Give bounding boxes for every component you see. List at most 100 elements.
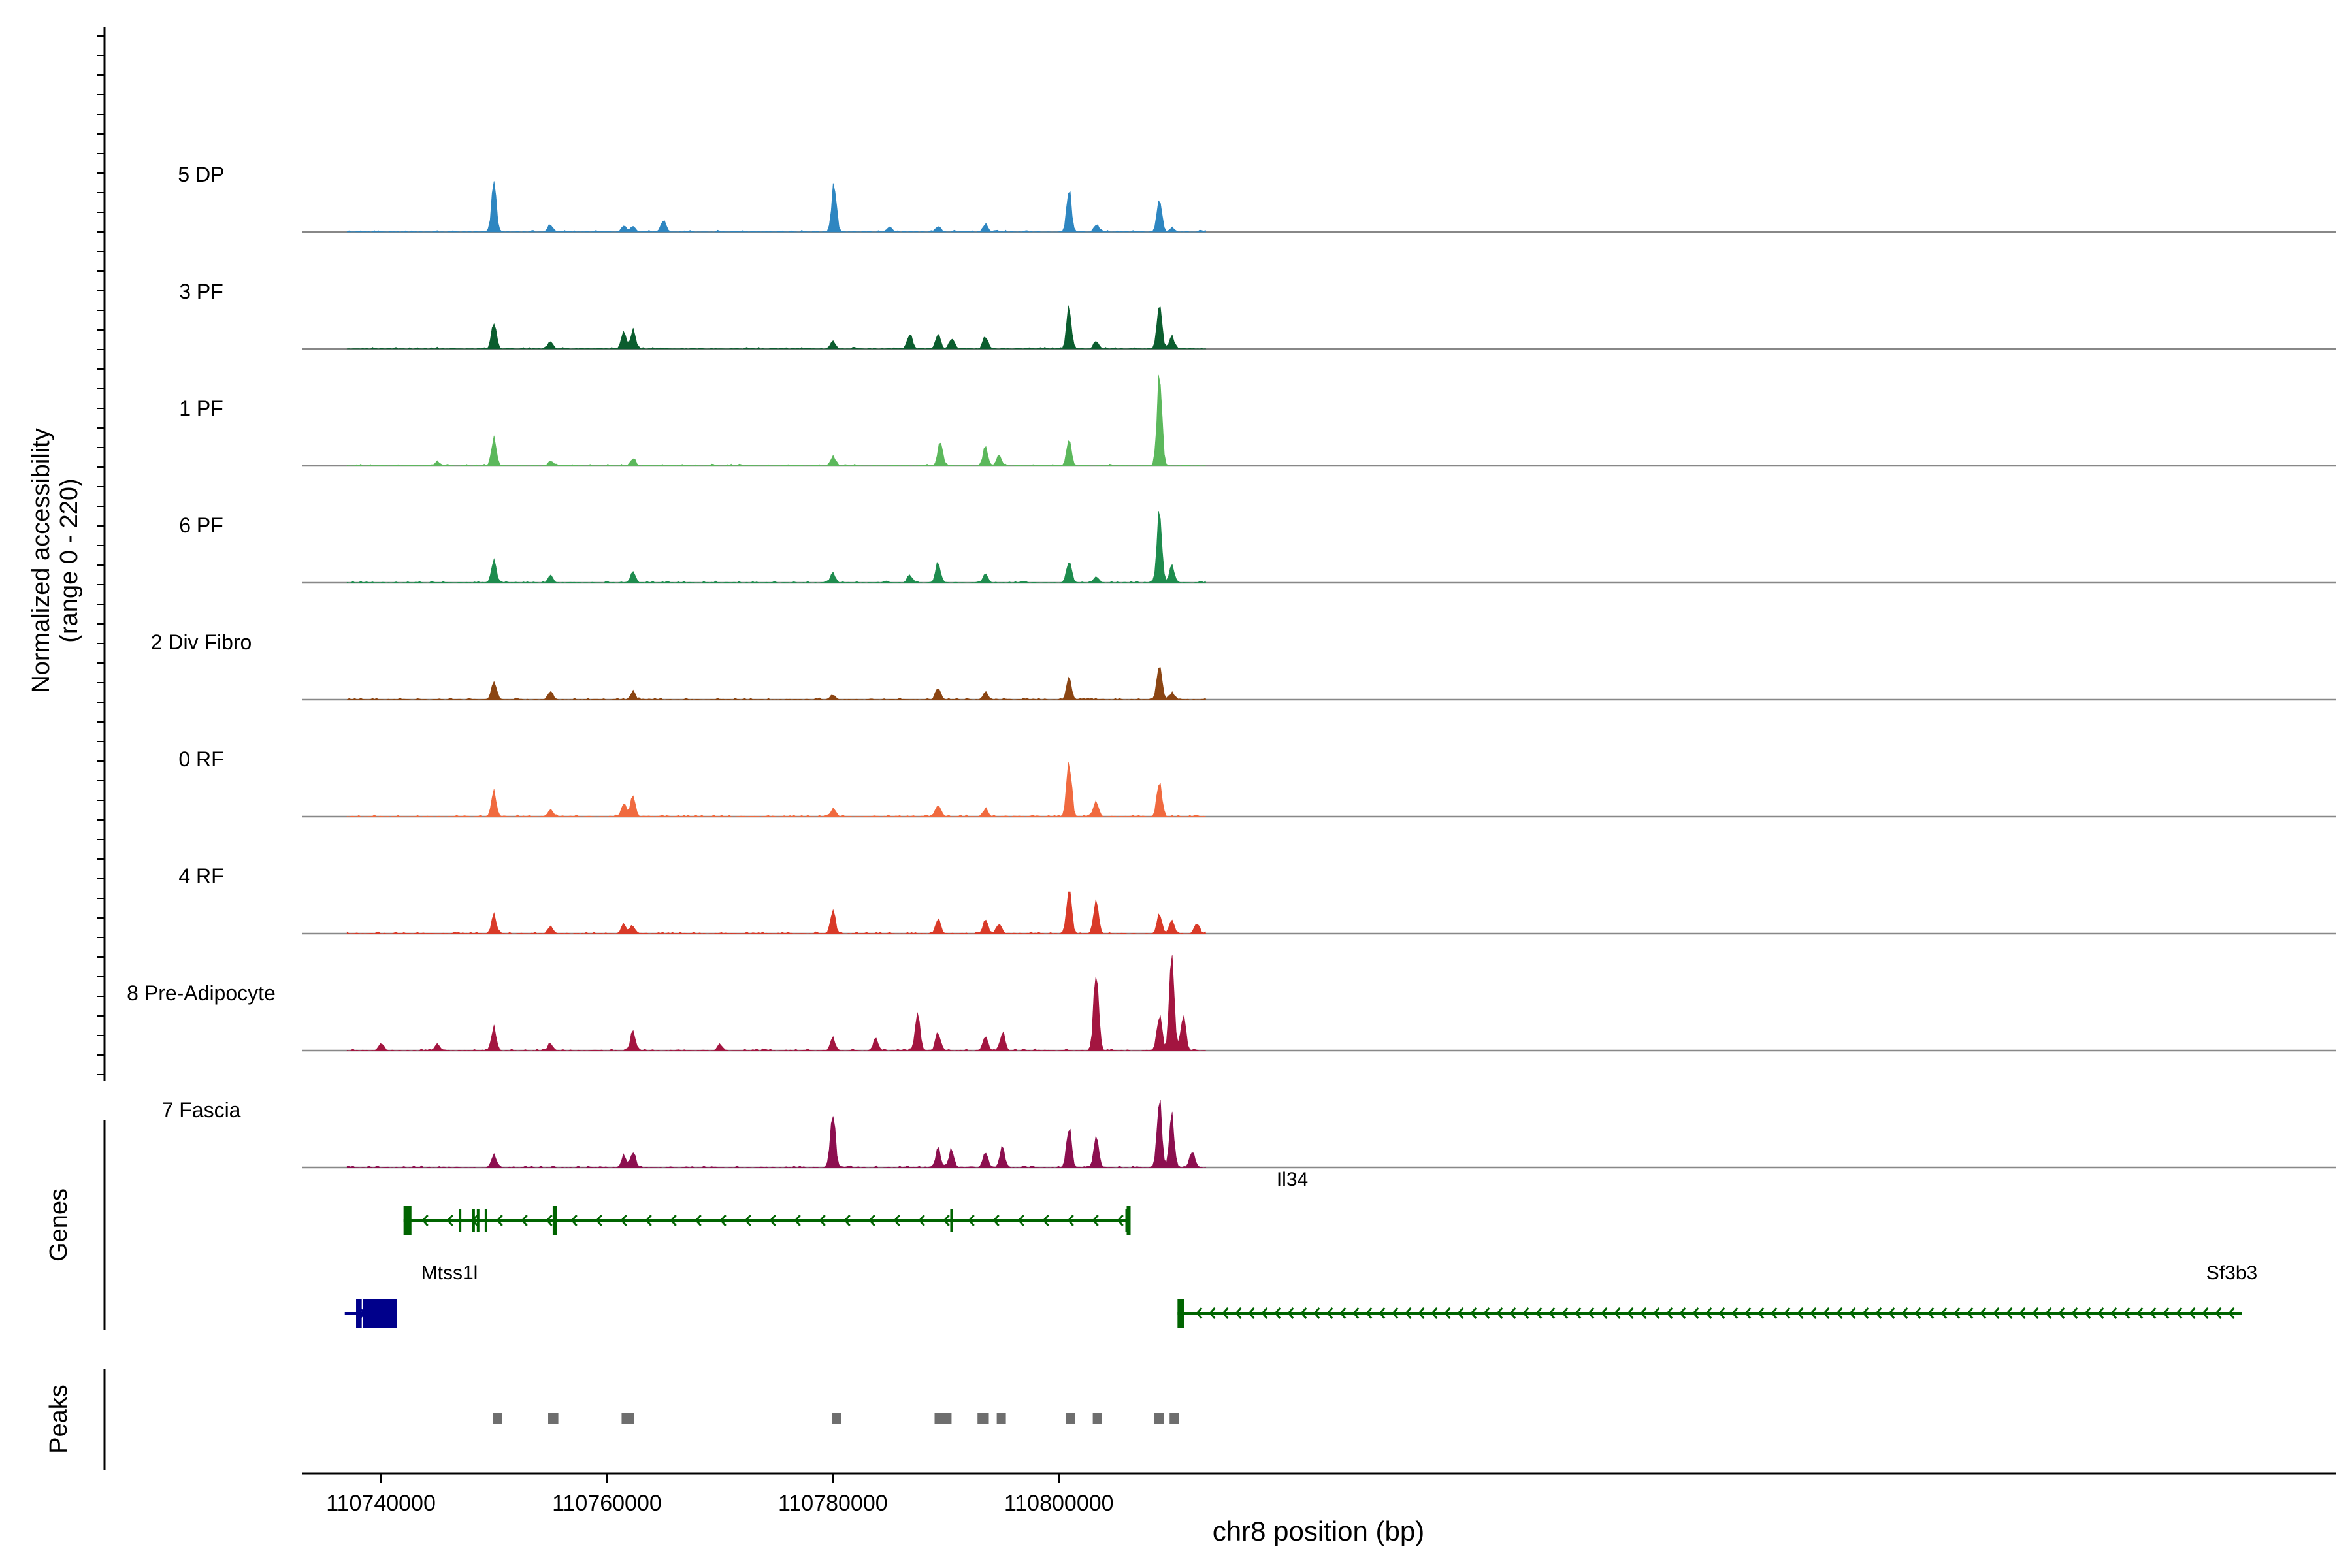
gene-sf3b3: Sf3b3 [1177,1262,2257,1328]
strand-chevron [1352,1307,1360,1319]
track-5: 2 Div Fibro [151,630,2336,701]
strand-chevron [2215,1307,2222,1319]
strand-chevron [1326,1307,1333,1319]
track-label: 3 PF [179,280,223,303]
strand-chevron [1196,1307,1203,1319]
track-label: 1 PF [179,397,223,420]
strand-chevron [1653,1307,1660,1319]
strand-chevron [1431,1307,1438,1319]
strand-chevron [1771,1307,1778,1319]
strand-chevron [521,1215,528,1226]
gene-label: Il34 [1277,1169,1308,1190]
peak-region [1154,1413,1164,1424]
y-axis-label: Normalized accessibility [27,428,55,693]
gene-annotation-track: Il34 Mtss1l Sf3b3 [344,1169,2257,1328]
strand-chevron [2189,1307,2196,1319]
strand-chevron [1117,1215,1124,1226]
exon-block [403,1206,412,1235]
strand-chevron [819,1215,826,1226]
strand-chevron [1993,1307,2000,1319]
x-axis-ticks: 110740000 110760000 110780000 110800000 [326,1473,1114,1516]
strand-chevron [1705,1307,1712,1319]
strand-chevron [1561,1307,1569,1319]
exon-block [1177,1299,1184,1328]
strand-chevron [1522,1307,1529,1319]
strand-chevron [2149,1307,2157,1319]
coverage-area [346,374,1206,466]
strand-chevron [1888,1307,1895,1319]
track-label: 4 RF [178,864,223,888]
strand-chevron [1222,1307,1229,1319]
strand-chevron [1392,1307,1399,1319]
strand-chevron [1339,1307,1347,1319]
coverage-area [346,891,1206,934]
gene-mtss1l: Mtss1l [344,1262,478,1328]
peak-region [996,1413,1006,1424]
strand-chevron [1601,1307,1608,1319]
track-4: 6 PF [179,511,2336,584]
strand-chevron [620,1215,627,1226]
track-label: 8 Pre-Adipocyte [127,981,276,1005]
strand-chevron [1235,1307,1242,1319]
gene-il34: Il34 [403,1169,1308,1235]
x-tick-label: 110740000 [326,1491,436,1516]
exon-block [363,1299,397,1328]
track-7: 4 RF [178,864,2336,935]
coverage-tracks: 5 DP 3 PF 1 PF 6 PF 2 Div Fibro 0 RF 4 RF 8 Pre… [127,163,2336,1169]
strand-chevron [893,1215,900,1226]
strand-chevron [769,1215,776,1226]
strand-chevron [1692,1307,1699,1319]
strand-chevron [1470,1307,1477,1319]
strand-chevron [694,1215,702,1226]
peak-regions-track [493,1413,1179,1424]
x-tick-label: 110800000 [1004,1491,1114,1516]
strand-chevron [1287,1307,1294,1319]
strand-chevron [1967,1307,1974,1319]
strand-chevron [968,1215,975,1226]
strand-chevron [1614,1307,1621,1319]
strand-chevron [1679,1307,1686,1319]
strand-chevron [2136,1307,2144,1319]
track-2: 3 PF [179,280,2336,350]
strand-chevron [1300,1307,1307,1319]
strand-chevron [2123,1307,2131,1319]
strand-chevron [868,1215,875,1226]
strand-chevron [1067,1215,1074,1226]
coverage-area [346,181,1206,233]
strand-chevron [1927,1307,1935,1319]
strand-chevron [794,1215,801,1226]
accessibility-y-axis [97,27,106,1081]
strand-chevron [1627,1307,1634,1319]
strand-chevron [1940,1307,1948,1319]
coverage-area [346,761,1207,817]
strand-chevron [1875,1307,1882,1319]
coverage-area [346,667,1206,700]
peak-region [832,1413,841,1424]
coverage-area [346,511,1206,583]
strand-chevron [2019,1307,2026,1319]
strand-chevron [1757,1307,1765,1319]
strand-chevron [1836,1307,1843,1319]
coverage-area [346,955,1207,1051]
strand-chevron [1823,1307,1830,1319]
strand-chevron [1042,1215,1049,1226]
strand-chevron [843,1215,851,1226]
strand-chevron [943,1215,950,1226]
track-1: 5 DP [178,163,2336,233]
strand-chevron [1365,1307,1373,1319]
strand-chevron [1744,1307,1752,1319]
coverage-area [346,305,1207,350]
strand-chevron [1092,1215,1099,1226]
x-tick-label: 110780000 [778,1491,888,1516]
strand-chevron [1914,1307,1921,1319]
coverage-area [346,1100,1207,1168]
strand-chevron [670,1215,677,1226]
strand-chevron [1901,1307,1908,1319]
strand-chevron [744,1215,751,1226]
track-3: 1 PF [179,374,2336,467]
peak-region [548,1413,559,1424]
strand-chevron [1718,1307,1725,1319]
strand-chevron [1379,1307,1386,1319]
strand-chevron [1313,1307,1320,1319]
